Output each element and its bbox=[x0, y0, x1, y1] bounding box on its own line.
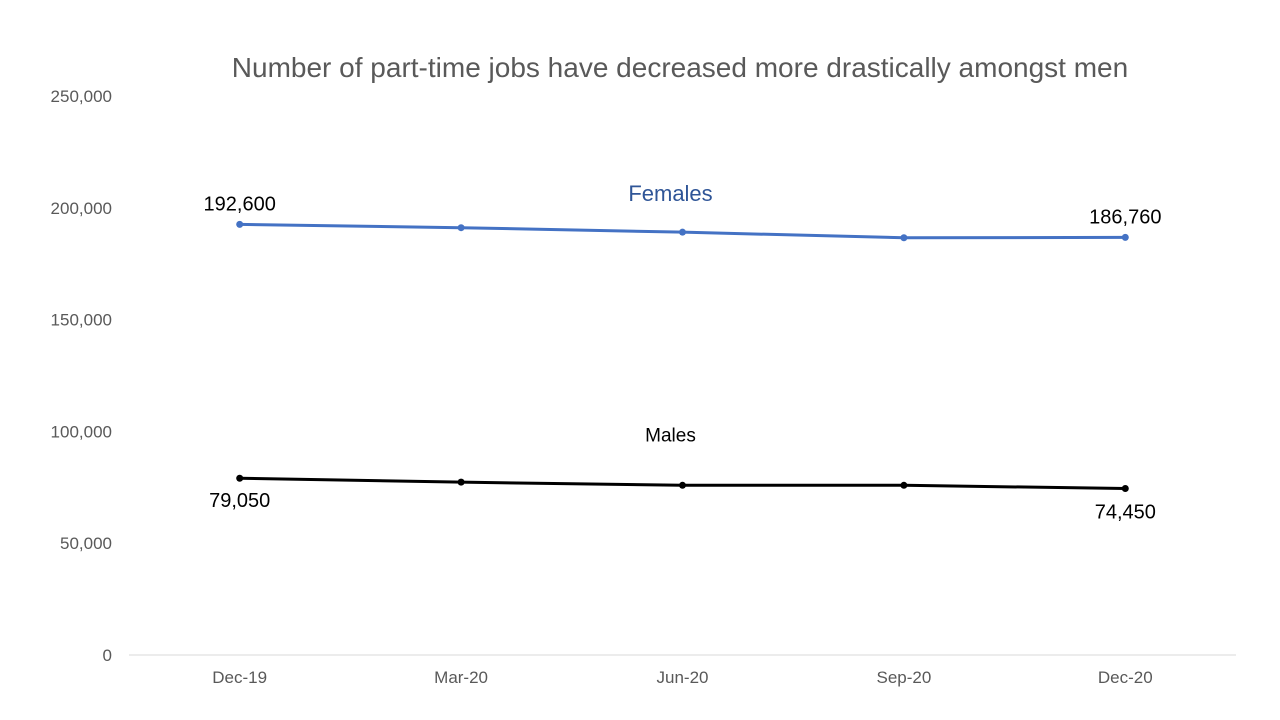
series-name-label-males: Males bbox=[645, 425, 696, 446]
data-point-females bbox=[900, 234, 908, 242]
data-point-males bbox=[1121, 485, 1129, 493]
data-label-first-males: 79,050 bbox=[209, 490, 270, 512]
y-axis-ticks: 0 50,000 100,000 150,000 200,000 250,000 bbox=[51, 87, 112, 665]
data-label-first-females: 192,600 bbox=[204, 193, 276, 215]
x-axis-ticks: Dec-19 Mar-20 Jun-20 Sep-20 Dec-20 bbox=[212, 668, 1152, 687]
data-label-last-males: 74,450 bbox=[1095, 502, 1156, 524]
x-tick-label: Dec-20 bbox=[1098, 668, 1153, 687]
y-tick-label: 250,000 bbox=[51, 87, 112, 106]
data-label-last-females: 186,760 bbox=[1089, 206, 1161, 228]
series-layer: 192,600 186,760 Females 79,050 74,450 Males bbox=[204, 181, 1162, 523]
chart-title: Number of part-time jobs have decreased … bbox=[232, 52, 1128, 83]
data-point-females bbox=[457, 224, 465, 232]
x-tick-label: Dec-19 bbox=[212, 668, 267, 687]
data-point-males bbox=[679, 481, 686, 489]
y-tick-label: 0 bbox=[103, 646, 112, 665]
data-point-males bbox=[457, 478, 465, 486]
data-point-males bbox=[236, 474, 244, 482]
x-tick-label: Mar-20 bbox=[434, 668, 488, 687]
y-tick-label: 50,000 bbox=[60, 534, 112, 553]
series-name-label-females: Females bbox=[628, 181, 712, 206]
y-tick-label: 150,000 bbox=[51, 311, 112, 330]
y-tick-label: 200,000 bbox=[51, 199, 112, 218]
x-tick-label: Sep-20 bbox=[876, 668, 931, 687]
series-males: 79,050 74,450 Males bbox=[209, 425, 1156, 523]
y-tick-label: 100,000 bbox=[51, 422, 112, 441]
x-tick-label: Jun-20 bbox=[657, 668, 709, 687]
data-point-females bbox=[679, 228, 686, 236]
series-females: 192,600 186,760 Females bbox=[204, 181, 1161, 242]
data-point-females bbox=[236, 220, 244, 228]
data-point-females bbox=[1121, 233, 1129, 241]
data-point-males bbox=[900, 481, 908, 489]
